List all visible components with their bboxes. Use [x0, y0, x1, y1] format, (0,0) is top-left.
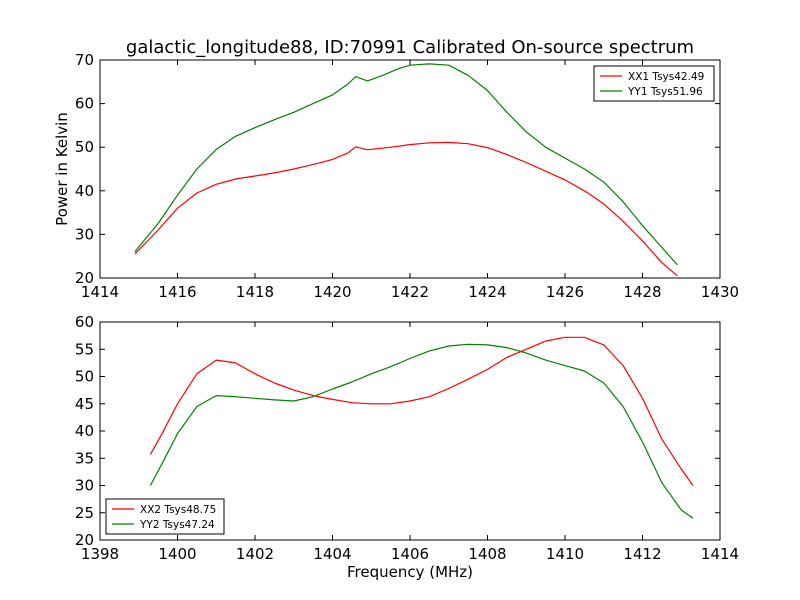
series-line-2-2 [149, 343, 694, 519]
y-tick-label: 70 [75, 51, 94, 69]
x-tick-label: 1404 [313, 545, 351, 563]
y-tick-label: 30 [75, 477, 94, 495]
chart-title: galactic_longitude88, ID:70991 Calibrate… [126, 37, 694, 58]
legend-1: XX1 Tsys42.49 YY1 Tsys51.96 [593, 65, 715, 102]
y-tick-label: 60 [75, 95, 94, 113]
y-tick-label: 40 [75, 182, 94, 200]
x-tick-label: 1414 [81, 283, 119, 301]
x-tick-label: 1412 [623, 545, 661, 563]
legend-entry-label: XX1 Tsys42.49 [628, 71, 704, 83]
legend-entry-label: YY2 Tsys47.24 [139, 519, 215, 531]
x-tick-label: 1416 [158, 283, 196, 301]
y-tick-label: 30 [75, 225, 94, 243]
x-tick-label: 1426 [546, 283, 584, 301]
y-tick-label: 20 [75, 531, 94, 549]
y-tick-label: 45 [75, 395, 94, 413]
x-tick-label: 1398 [81, 545, 119, 563]
legend-box [105, 498, 225, 535]
legend-box [593, 65, 715, 102]
x-tick-label: 1408 [468, 545, 506, 563]
x-tick-label: 1430 [701, 283, 739, 301]
plots-group: 1414 1416 1418 1420 1422 1424 1426 1428 1430 20 30… [53, 51, 739, 581]
x-tick-label: 1406 [391, 545, 429, 563]
y-tick-label: 60 [75, 313, 94, 331]
legend-2: XX2 Tsys48.75 YY2 Tsys47.24 [105, 498, 225, 535]
series-line-1-2 [134, 63, 678, 266]
x-tick-label: 1414 [701, 545, 739, 563]
y-tick-label: 50 [75, 138, 94, 156]
x-tick-label: 1402 [236, 545, 274, 563]
legend-entry-label: XX2 Tsys48.75 [140, 504, 216, 516]
legend-entry-label: YY1 Tsys51.96 [627, 86, 703, 98]
subplot-1: 1414 1416 1418 1420 1422 1424 1426 1428 1430 20 30… [53, 51, 739, 301]
x-axis-label: Frequency (MHz) [347, 563, 473, 581]
y-tick-label: 55 [75, 340, 94, 358]
x-tick-label: 1418 [236, 283, 274, 301]
x-tick-label: 1422 [391, 283, 429, 301]
x-tick-label: 1410 [546, 545, 584, 563]
x-tick-label: 1420 [313, 283, 351, 301]
y-tick-label: 20 [75, 269, 94, 287]
subplot-2: 1398 1400 1402 1404 1406 1408 1410 1412 1414 20 25… [75, 313, 739, 581]
y-tick-label: 25 [75, 504, 94, 522]
series-line-2-1 [149, 336, 694, 486]
x-tick-label: 1428 [623, 283, 661, 301]
y-axis-label: Power in Kelvin [53, 112, 71, 226]
x-tick-label: 1400 [158, 545, 196, 563]
y-tick-label: 50 [75, 368, 94, 386]
y-tick-label: 35 [75, 449, 94, 467]
series-line-1-1 [134, 141, 678, 277]
x-tick-label: 1424 [468, 283, 506, 301]
y-tick-label: 40 [75, 422, 94, 440]
